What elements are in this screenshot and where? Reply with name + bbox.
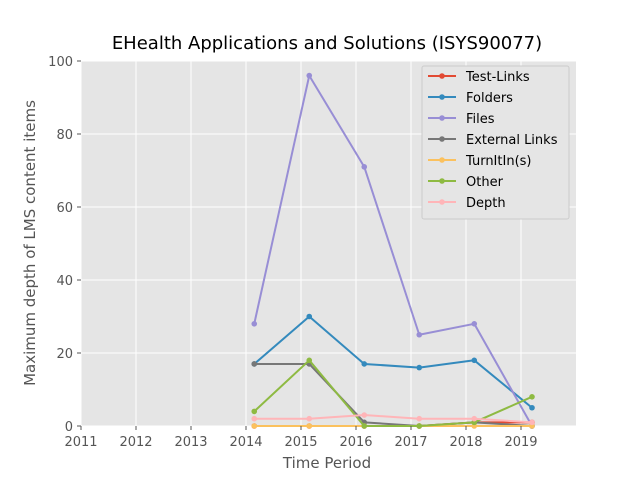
y-axis-label: Maximum depth of LMS content items [21, 100, 39, 386]
series-other [251, 357, 535, 429]
y-tick-label: 100 [48, 55, 73, 70]
legend-swatch-marker [439, 73, 445, 79]
x-tick-label: 2019 [504, 435, 537, 450]
data-point [251, 415, 258, 422]
data-point [416, 423, 423, 429]
legend-label: External Links [466, 133, 558, 148]
data-point [529, 394, 535, 400]
data-point [306, 72, 313, 79]
y-tick-label: 0 [65, 420, 73, 435]
legend-label: Test-Links [465, 70, 530, 85]
data-point [471, 357, 478, 364]
legend-label: Depth [466, 196, 506, 211]
data-point [306, 357, 313, 364]
series-line [254, 362, 533, 427]
x-tick-label: 2018 [449, 435, 482, 450]
series-depth [251, 412, 535, 426]
legend-box [421, 65, 570, 220]
legend-item: Files [428, 112, 495, 127]
data-point [306, 415, 313, 422]
data-point [361, 412, 368, 418]
chart-title: EHealth Applications and Solutions (ISYS… [112, 33, 542, 54]
legend-swatch-marker [439, 94, 445, 100]
series-layer [251, 72, 535, 429]
y-tick-label: 20 [56, 347, 73, 362]
legend-item: Test-Links [428, 70, 530, 85]
x-axis-label: Time Period [282, 454, 371, 472]
x-tick-label: 2011 [64, 435, 97, 450]
y-tick-label: 80 [56, 128, 73, 143]
x-tick-label: 2015 [284, 435, 317, 450]
data-point [529, 419, 535, 426]
y-tick-label: 40 [56, 274, 73, 289]
legend-label: TurnItIn(s) [465, 154, 531, 169]
series-line [253, 359, 533, 427]
legend-item: Folders [428, 91, 513, 106]
legend-label: Other [466, 175, 504, 190]
x-tick-label: 2014 [229, 435, 262, 450]
series-line [253, 74, 533, 427]
legend-label: Files [466, 112, 495, 127]
data-point [306, 423, 313, 429]
x-tick-label: 2016 [339, 435, 372, 450]
data-point [251, 361, 258, 367]
x-tick-label: 2013 [174, 435, 207, 450]
data-point [361, 423, 368, 429]
data-point [416, 331, 423, 338]
series-line [253, 315, 533, 409]
legend-swatch-marker [439, 157, 445, 163]
data-point [416, 364, 423, 371]
legend-swatch-marker [439, 178, 445, 184]
data-point [361, 361, 368, 367]
x-axis-ticks: 2011 2012 2013 2014 2015 2016 2017 2018 2019 [64, 426, 538, 450]
data-point [529, 404, 535, 411]
data-point [251, 321, 258, 327]
legend-item: External Links [428, 133, 558, 148]
data-point [471, 415, 478, 422]
legend-swatch-marker [439, 199, 445, 205]
series-line [254, 414, 533, 424]
data-point [251, 408, 258, 415]
x-tick-label: 2012 [119, 435, 152, 450]
data-point [251, 423, 258, 429]
data-point [361, 164, 368, 170]
data-point [471, 321, 478, 327]
y-axis-ticks: 0 20 40 60 80 100 [48, 55, 81, 435]
legend-item: Depth [428, 196, 506, 211]
legend: Test-Links Folders Files External Links Turn… [421, 65, 570, 220]
data-point [416, 415, 423, 422]
x-tick-label: 2017 [394, 435, 427, 450]
y-tick-label: 60 [56, 201, 73, 216]
legend-swatch-marker [439, 136, 445, 142]
legend-item: TurnItIn(s) [428, 154, 531, 169]
legend-swatch-marker [439, 115, 445, 121]
legend-label: Folders [466, 91, 513, 106]
legend-item: Other [428, 175, 504, 190]
data-point [306, 313, 313, 320]
